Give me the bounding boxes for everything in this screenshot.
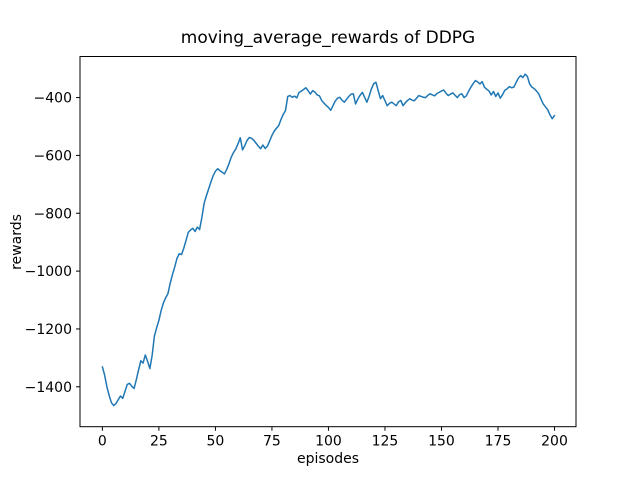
- x-tick-label: 100: [315, 434, 342, 450]
- y-axis-label: rewards: [9, 214, 25, 270]
- x-tick-label: 25: [150, 434, 168, 450]
- chart-title: moving_average_rewards of DDPG: [181, 28, 475, 48]
- reward-series-line: [101, 73, 556, 407]
- y-tick-label: −800: [34, 206, 72, 222]
- x-tick-label: 200: [541, 434, 568, 450]
- x-tick-label: 0: [98, 434, 107, 450]
- y-tick-label: −600: [34, 148, 72, 164]
- y-axis-ticks: −400 −600 −800 −1000 −1200 −1400: [25, 91, 80, 396]
- x-axis-label: episodes: [297, 451, 359, 467]
- x-tick-label: 50: [207, 434, 225, 450]
- x-tick-label: 75: [263, 434, 281, 450]
- y-tick-label: −400: [34, 91, 72, 107]
- y-tick-label: −1200: [25, 322, 72, 338]
- y-tick-label: −1000: [25, 264, 72, 280]
- x-tick-label: 175: [485, 434, 512, 450]
- y-tick-label: −1400: [25, 380, 72, 396]
- x-tick-label: 125: [372, 434, 399, 450]
- x-axis-ticks: 0 25 50 75 100 125 150 175 200: [98, 426, 568, 450]
- x-tick-label: 150: [428, 434, 455, 450]
- plot-area-border: [79, 56, 577, 428]
